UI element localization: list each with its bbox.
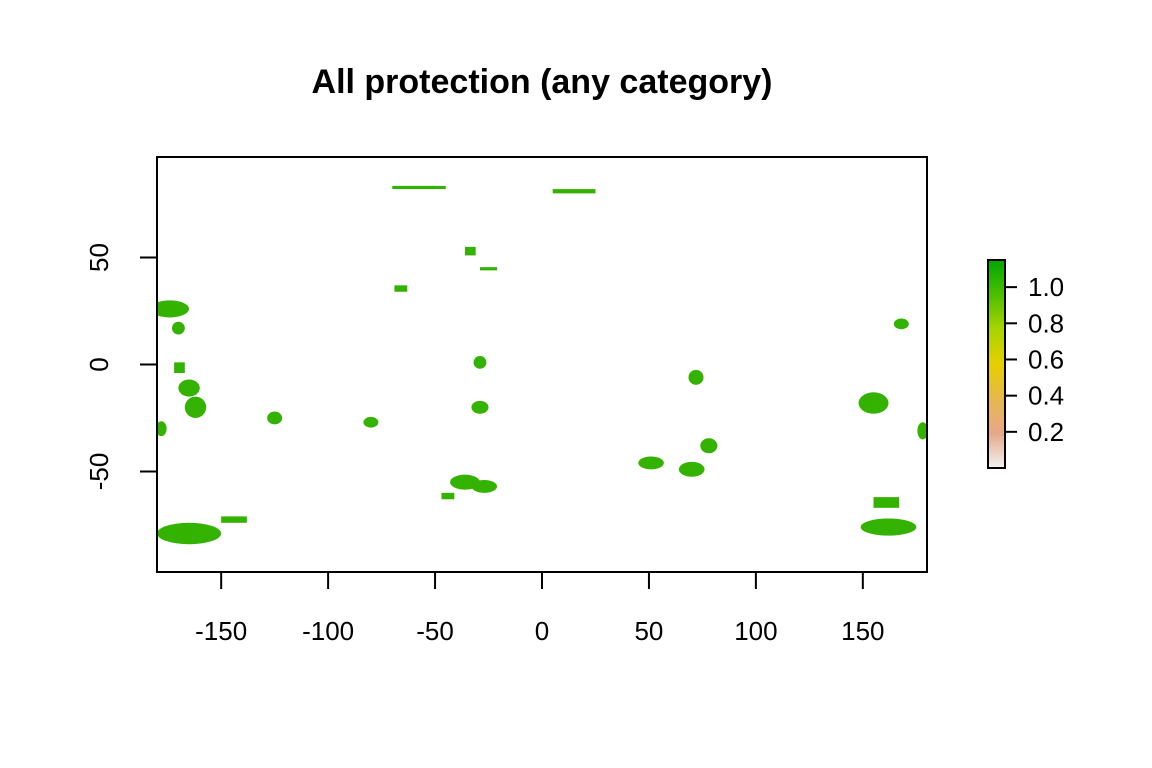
protected-region-12	[441, 492, 455, 500]
protected-region-6	[267, 411, 283, 425]
protected-region-26	[394, 285, 408, 292]
x-axis: -150 -100 -50 0 50 100 150	[195, 571, 885, 646]
x-tick-label-3: 0	[535, 616, 549, 646]
protected-region-21	[917, 422, 927, 440]
x-tick-label-1: -100	[302, 616, 354, 646]
x-tick-label-4: 50	[634, 616, 663, 646]
y-tick-label-2: 50	[84, 243, 114, 272]
plot-area	[157, 185, 927, 545]
legend-colorbar	[987, 259, 1006, 469]
protected-region-14	[479, 267, 498, 271]
x-tick-label-0: -150	[195, 616, 247, 646]
protected-region-15	[688, 369, 704, 385]
protected-region-24	[157, 522, 222, 545]
protected-region-18	[700, 438, 718, 454]
protected-region-13	[465, 246, 476, 256]
protected-region-17	[678, 461, 705, 477]
protected-region-7	[363, 416, 379, 428]
legend-tick-label-2: 0.6	[1028, 344, 1064, 374]
protected-region-3	[178, 379, 200, 397]
protected-region-28	[392, 185, 446, 190]
legend-tick-label-1: 0.4	[1028, 381, 1064, 411]
protected-region-22	[873, 497, 900, 508]
protected-region-16	[638, 456, 664, 470]
x-tick-label-5: 100	[734, 616, 777, 646]
protected-region-20	[858, 392, 889, 414]
legend-tick-label-3: 0.8	[1028, 308, 1064, 338]
protected-region-4	[184, 396, 207, 418]
protected-region-1	[171, 321, 185, 335]
legend-tick-label-4: 1.0	[1028, 272, 1064, 302]
y-tick-label-1: 0	[84, 357, 114, 371]
protected-region-0	[157, 300, 190, 318]
chart-title: All protection (any category)	[312, 63, 773, 101]
color-legend: 0.2 0.4 0.6 0.8 1.0	[987, 259, 1064, 469]
protected-region-25	[221, 516, 247, 523]
plot-frame	[156, 156, 928, 573]
y-tick-label-0: -50	[84, 453, 114, 491]
protected-region-9	[471, 400, 489, 414]
protected-region-2	[174, 362, 185, 374]
x-tick-label-6: 150	[841, 616, 884, 646]
protected-region-5	[157, 421, 167, 437]
y-axis: -50 0 50	[84, 243, 158, 491]
legend-tick-label-0: 0.2	[1028, 417, 1064, 447]
protected-region-19	[893, 318, 909, 330]
x-tick-label-2: -50	[416, 616, 454, 646]
protected-region-8	[473, 355, 487, 369]
protected-region-23	[860, 518, 917, 536]
protected-region-27	[552, 189, 596, 194]
protected-region-11	[471, 480, 498, 493]
